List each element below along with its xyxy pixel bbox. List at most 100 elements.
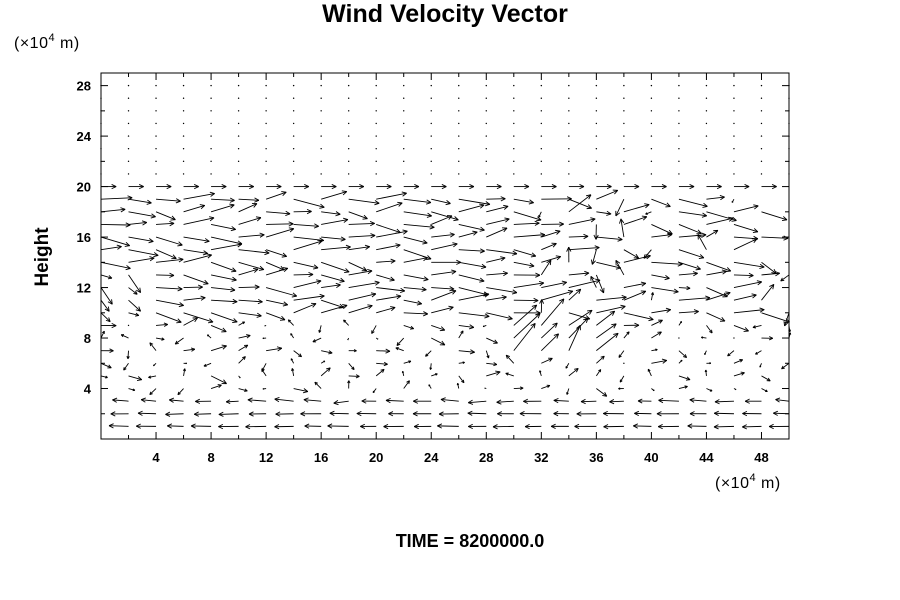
wind-vector xyxy=(190,423,212,429)
calm-point xyxy=(540,97,543,99)
wind-vector xyxy=(238,298,263,305)
wind-vector xyxy=(733,184,750,190)
wind-vector xyxy=(266,346,283,352)
calm-point xyxy=(485,110,487,112)
wind-vector xyxy=(788,332,792,339)
wind-vector xyxy=(651,274,670,281)
wind-vector xyxy=(396,337,405,346)
wind-vector xyxy=(343,319,350,326)
wind-vector xyxy=(651,261,683,267)
wind-vector xyxy=(775,397,790,403)
wind-vector xyxy=(568,270,590,276)
calm-point xyxy=(788,148,790,150)
wind-vector xyxy=(505,354,515,364)
wind-vector xyxy=(468,423,487,430)
wind-vector xyxy=(210,344,227,352)
calm-point xyxy=(320,135,322,137)
wind-vector xyxy=(618,387,624,390)
calm-point xyxy=(760,148,763,150)
wind-vector xyxy=(265,312,286,321)
calm-point xyxy=(320,148,322,150)
calm-point xyxy=(182,97,185,99)
calm-point xyxy=(430,135,432,137)
wind-vector xyxy=(293,198,325,209)
wind-vector xyxy=(486,287,518,295)
wind-vector xyxy=(458,224,485,232)
wind-vector xyxy=(615,199,625,217)
wind-vector xyxy=(210,324,227,333)
wind-vector xyxy=(596,295,627,301)
wind-vector xyxy=(513,304,538,326)
wind-vector xyxy=(513,232,546,238)
wind-vector xyxy=(293,239,323,251)
wind-vector xyxy=(403,198,432,205)
calm-point xyxy=(595,160,598,163)
calm-point xyxy=(733,160,735,163)
calm-point xyxy=(705,122,708,125)
wind-vector xyxy=(348,261,368,272)
wind-vector xyxy=(618,350,625,358)
wind-vector xyxy=(651,388,655,392)
wind-vector xyxy=(553,398,569,404)
wind-vector xyxy=(128,256,155,263)
calm-point xyxy=(623,84,625,87)
wind-vector xyxy=(293,223,319,229)
wind-vector xyxy=(678,271,698,277)
calm-point xyxy=(430,97,432,99)
y-tick-label: 8 xyxy=(84,331,91,346)
wind-vector xyxy=(371,325,377,334)
calm-point xyxy=(430,173,432,175)
wind-vector xyxy=(403,299,423,306)
calm-point xyxy=(760,135,763,137)
wind-vector xyxy=(300,411,322,417)
calm-point xyxy=(705,160,708,163)
x-tick-label: 36 xyxy=(589,450,603,465)
calm-point xyxy=(210,148,212,150)
wind-vector xyxy=(431,198,451,206)
calm-point xyxy=(100,122,102,125)
wind-vector xyxy=(568,245,600,251)
calm-point xyxy=(210,160,212,163)
wind-vector xyxy=(112,397,129,403)
wind-vector xyxy=(496,399,514,405)
wind-vector xyxy=(603,424,624,430)
x-tick-label: 44 xyxy=(699,450,714,465)
calm-point xyxy=(513,84,515,87)
wind-vector xyxy=(156,198,181,204)
x-tick-label: 8 xyxy=(207,450,214,465)
wind-vector xyxy=(293,279,322,288)
wind-vector xyxy=(752,324,762,329)
wind-vector xyxy=(126,350,130,360)
calm-point xyxy=(155,173,157,175)
wind-vector xyxy=(155,299,184,308)
wind-vector xyxy=(238,232,265,238)
calm-point xyxy=(623,110,625,112)
calm-point xyxy=(568,84,570,87)
calm-point xyxy=(733,122,735,125)
vector-field xyxy=(100,84,792,430)
wind-vector xyxy=(156,286,183,292)
calm-point xyxy=(623,122,625,125)
calm-point xyxy=(568,97,570,99)
calm-point xyxy=(292,84,295,87)
calm-point xyxy=(375,97,377,99)
calm-point xyxy=(760,110,763,112)
wind-vector xyxy=(706,362,712,365)
calm-point xyxy=(733,135,735,137)
calm-point xyxy=(347,110,350,112)
wind-vector xyxy=(623,331,630,339)
calm-point xyxy=(705,97,708,99)
wind-vector xyxy=(155,249,177,260)
wind-vector xyxy=(183,274,209,285)
wind-vector xyxy=(183,284,203,290)
calm-point xyxy=(705,135,708,137)
wind-vector xyxy=(761,211,788,222)
wind-vector xyxy=(565,363,570,369)
calm-point xyxy=(265,135,267,137)
wind-vector xyxy=(183,249,209,256)
calm-point xyxy=(650,160,653,163)
wind-vector xyxy=(275,411,294,417)
wind-vector xyxy=(388,411,404,417)
calm-point xyxy=(265,97,267,99)
wind-vector xyxy=(210,375,227,385)
